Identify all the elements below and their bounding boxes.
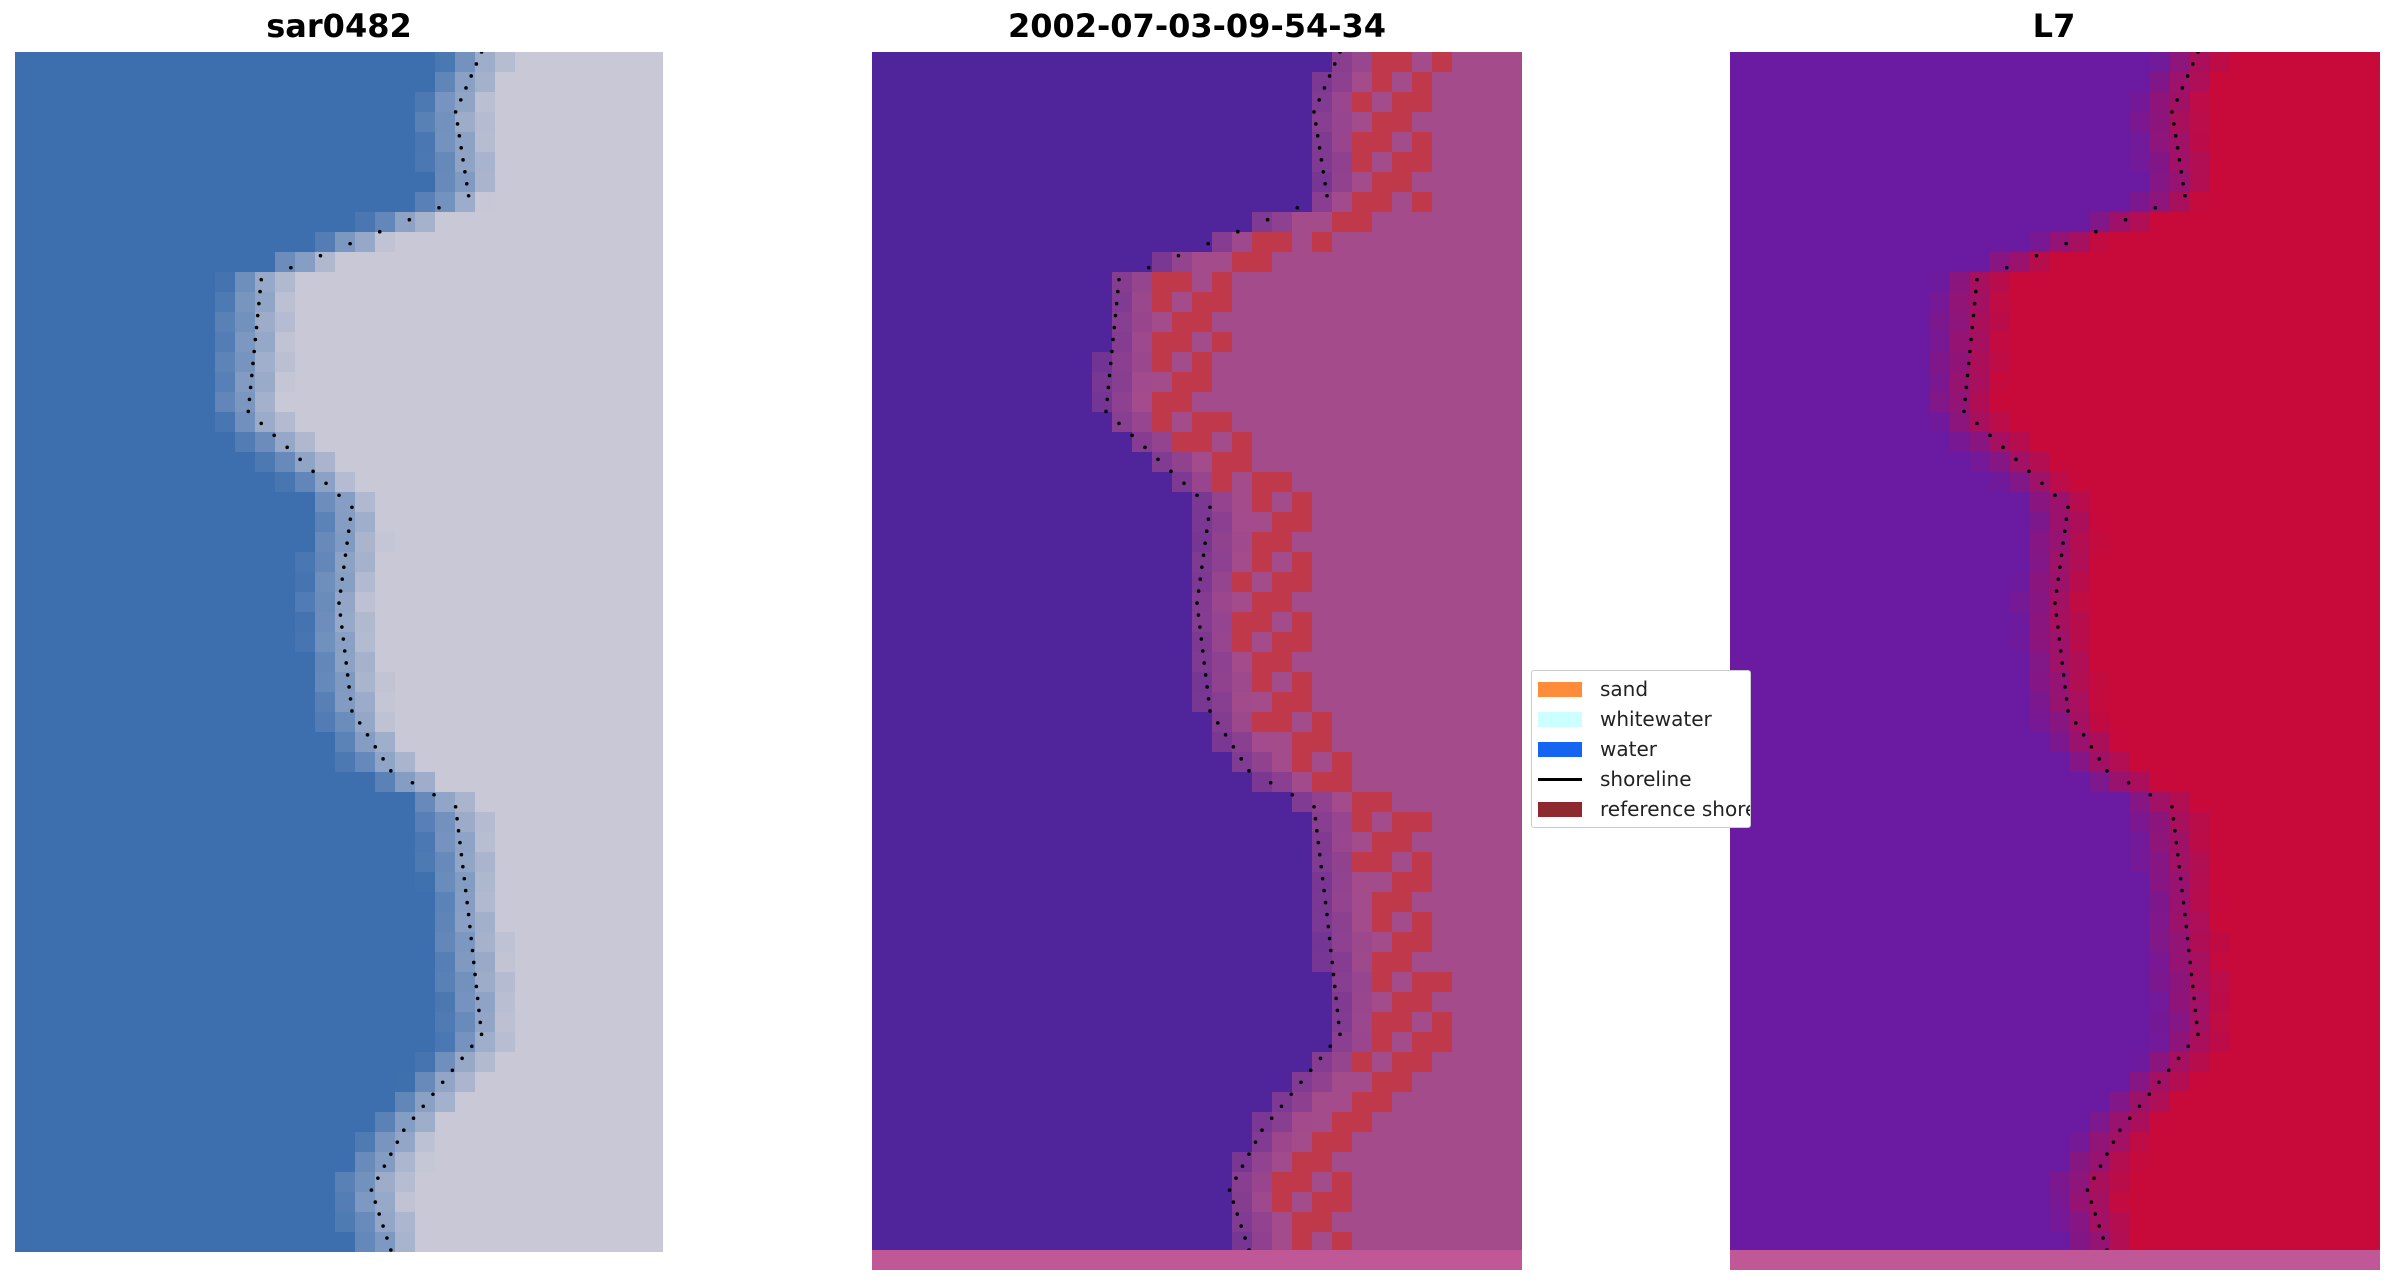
legend-label-shoreline: shoreline	[1600, 767, 1692, 791]
shoreline-line-icon	[1538, 778, 1582, 781]
legend-label-sand: sand	[1600, 677, 1649, 701]
panel-classified-title: 2002-07-03-09-54-34	[1007, 7, 1387, 45]
rgb-satellite-image	[15, 52, 663, 1252]
legend-item-shoreline: shoreline	[1538, 767, 1750, 791]
panel-index-title: L7	[2032, 7, 2076, 45]
reference-shoreline-swatch	[1538, 802, 1582, 817]
legend-label-whitewater: whitewater	[1600, 707, 1712, 731]
water-swatch	[1538, 742, 1582, 757]
classified-image-panel	[872, 52, 1522, 1270]
legend-label-reference-shoreline: reference shoreline buffer	[1600, 797, 1750, 821]
water-index-image	[1730, 52, 2380, 1270]
classified-satellite-image	[872, 52, 1522, 1270]
whitewater-swatch	[1538, 712, 1582, 727]
legend: sand whitewater water shoreline referenc…	[1531, 670, 1751, 828]
sand-swatch	[1538, 682, 1582, 697]
legend-item-water: water	[1538, 737, 1750, 761]
rgb-image-panel	[15, 52, 663, 1270]
legend-label-water: water	[1600, 737, 1657, 761]
index-image-panel	[1730, 52, 2380, 1270]
panel-rgb-title: sar0482	[266, 7, 412, 45]
legend-item-whitewater: whitewater	[1538, 707, 1750, 731]
legend-item-sand: sand	[1538, 677, 1750, 701]
legend-item-reference-shoreline: reference shoreline buffer	[1538, 797, 1750, 821]
